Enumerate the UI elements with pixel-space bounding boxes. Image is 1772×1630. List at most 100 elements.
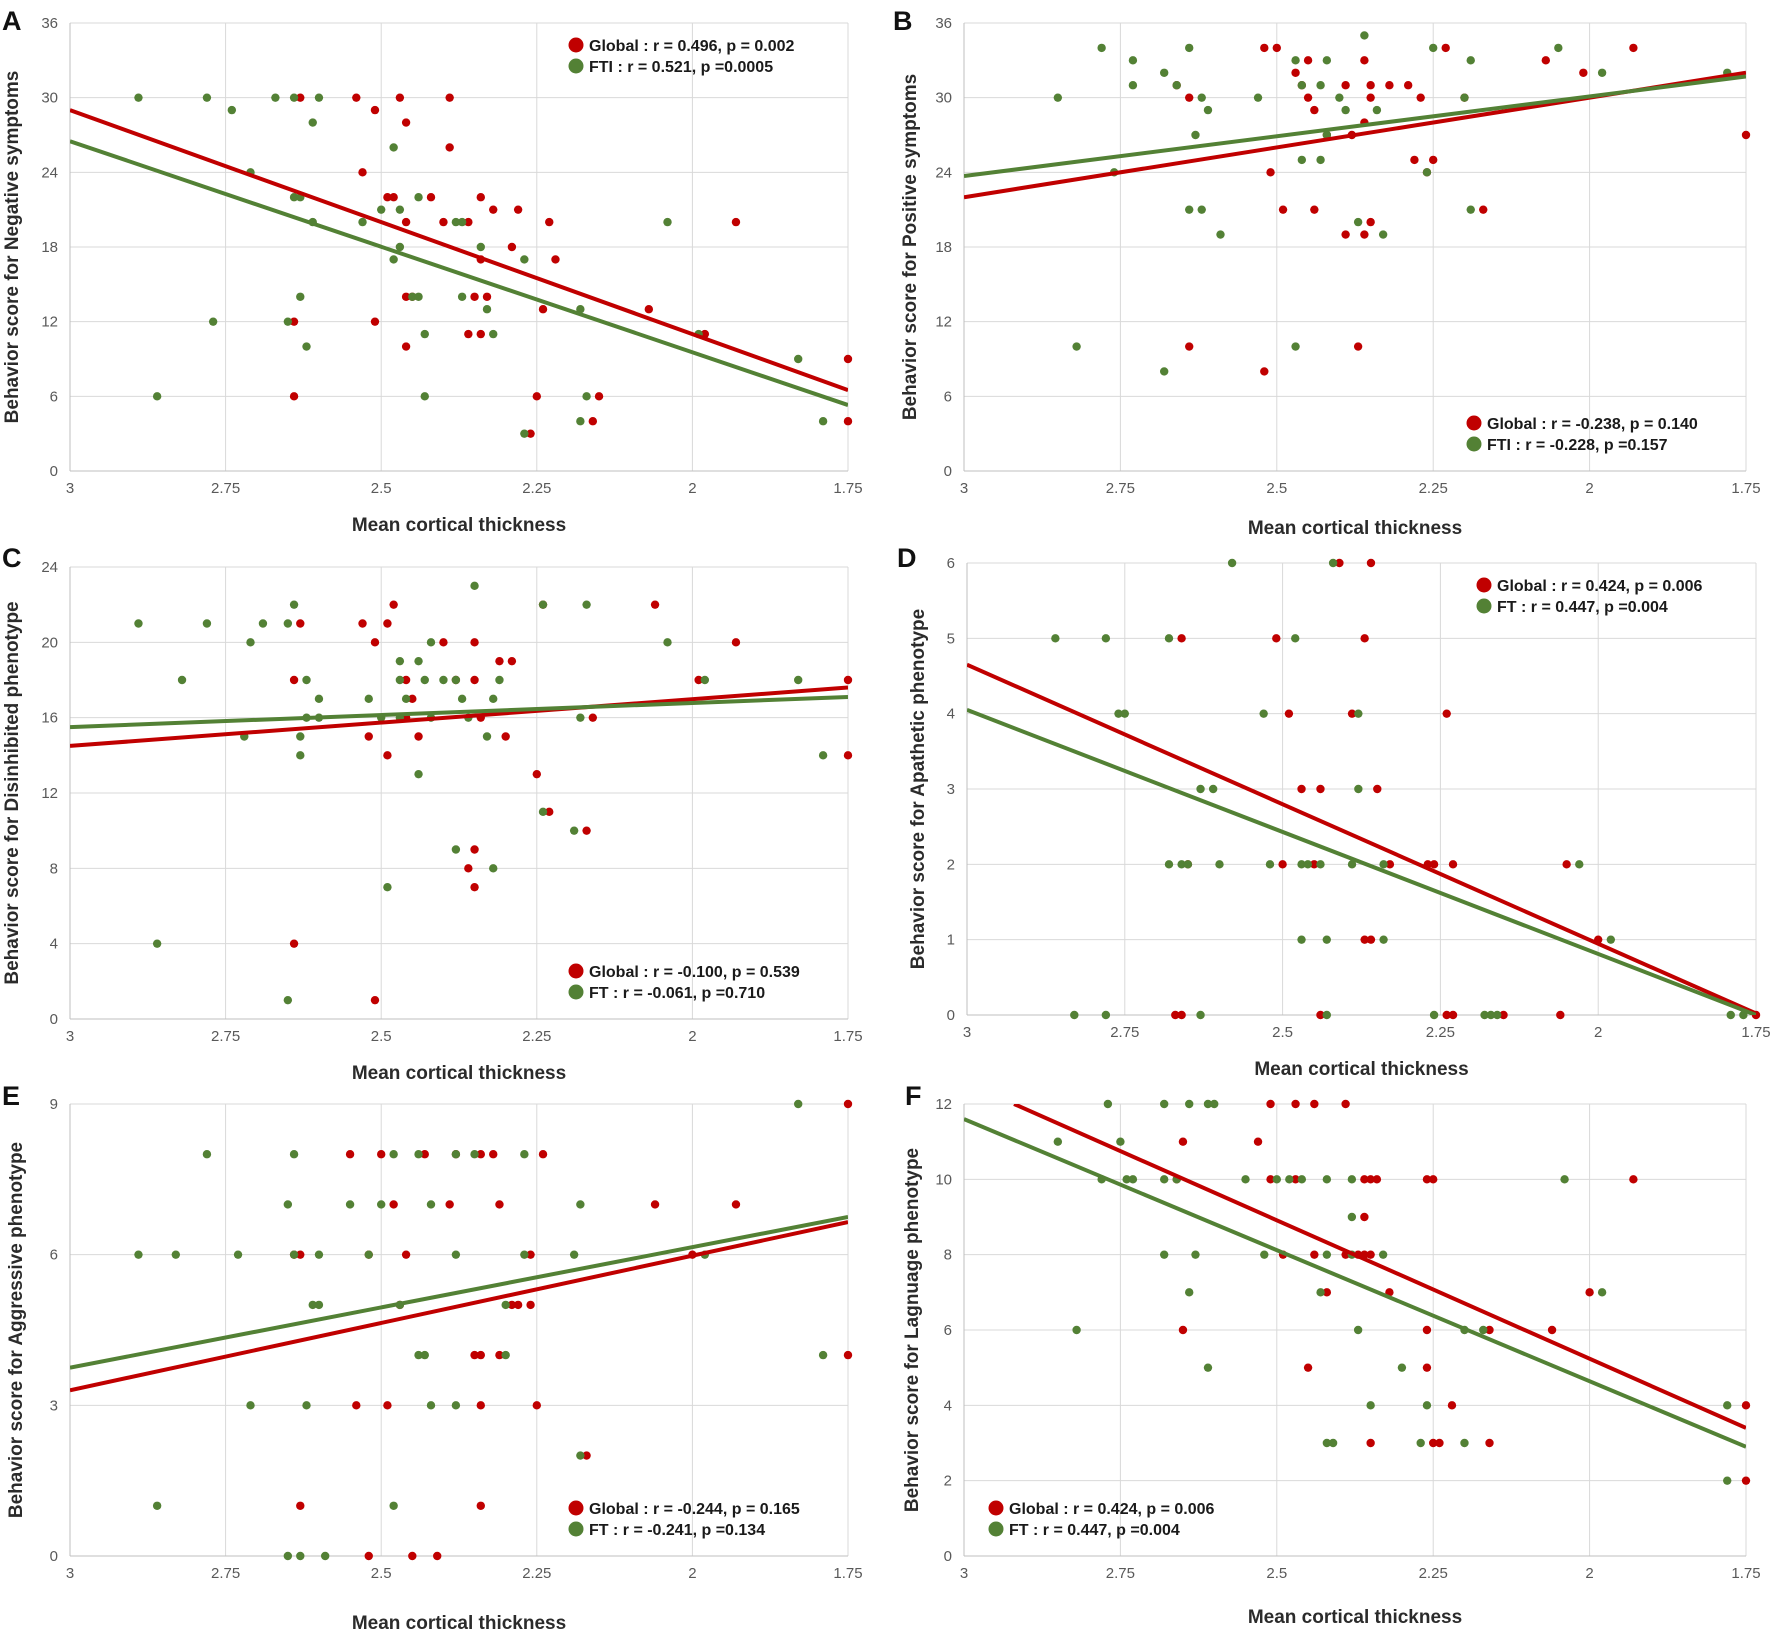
data-point-ft [538,600,548,609]
data-point-ft [520,1150,529,1159]
data-point-fti [1253,93,1263,102]
data-point-ft [1560,1175,1569,1184]
data-point-fti [1322,130,1332,140]
data-point-global [650,600,660,609]
data-point-ft [501,1350,510,1360]
legend-label-ft: FT : r = -0.061, p =0.710 [589,985,765,1002]
data-point-global [470,1350,479,1360]
data-point-global [1422,1325,1432,1335]
data-point-fti [302,342,311,351]
data-point-global [383,751,392,760]
data-point-ft [233,1250,243,1259]
data-point-global [289,939,299,948]
data-point-global [1260,43,1269,53]
data-point-ft [1070,1010,1079,1020]
data-point-ft [1051,634,1060,643]
trendline-ft [70,694,848,730]
data-point-ft [134,619,143,628]
y-tick-label: 30 [935,90,952,107]
data-point-global [1291,68,1300,77]
data-point-global [482,292,492,301]
y-tick-label: 4 [50,936,58,953]
x-tick-label: 2.75 [211,480,240,497]
legend-marker-fti [1466,436,1482,452]
data-point-global [476,1350,485,1360]
legend-label-global: Global : r = 0.496, p = 0.002 [589,38,795,55]
data-point-ft [1726,1010,1735,1020]
data-point-ft [171,1250,181,1259]
data-point-global [1741,1476,1751,1485]
data-point-fti [1291,342,1300,351]
data-point-global [476,1150,485,1159]
panel-f: 3 2.75 2.5 2.25 2 1.75 0 2 4 6 8 10 12 Mean cortical … [902,1081,1761,1628]
data-point-global [538,305,548,314]
data-point-global [1347,709,1357,718]
data-point-global [1416,93,1425,102]
data-point-ft [818,1350,828,1360]
data-point-ft [377,1200,386,1209]
legend: Global : r = 0.424, p = 0.006 FT : r = 0.… [1476,577,1703,616]
data-point-ft [1101,634,1111,643]
data-point-global [644,305,654,314]
data-point-ft [420,675,429,685]
data-point-global [1562,860,1571,869]
data-point-global [1310,105,1319,115]
y-axis-title: Behavior score for Disinhibited phenotyp… [2,601,23,984]
data-point-global [420,1150,429,1159]
data-point-global [439,638,448,647]
data-point-ft [1322,1438,1332,1448]
data-point-global [532,769,541,779]
data-point-global [843,1350,853,1360]
y-tick-label: 12 [935,314,952,331]
data-point-fti [482,305,492,314]
data-point-ft [1159,1099,1169,1109]
data-point-global [433,1551,442,1561]
data-point-global [489,1150,498,1159]
data-point-global [370,317,380,326]
series-global [1172,43,1751,376]
data-point-ft [1260,1250,1269,1259]
panel-b: 3 2.75 2.5 2.25 2 1.75 0 6 12 18 24 30 36 Mean cortic… [893,6,1761,539]
data-point-fti [1097,43,1106,53]
data-point-global [370,995,380,1005]
data-point-global [476,329,485,339]
y-tick-label: 6 [944,1322,952,1339]
legend-label-global: Global : r = 0.424, p = 0.006 [1497,578,1703,595]
data-point-fti [414,292,423,301]
data-point-ft [1303,860,1313,869]
data-point-fti [1322,56,1332,65]
panel-letter: D [897,543,917,573]
data-point-ft [451,1401,461,1410]
data-point-global [1385,81,1394,90]
data-point-ft [314,694,324,704]
data-point-global [526,1250,535,1259]
data-point-global [1341,81,1350,90]
data-point-global [445,143,454,152]
data-point-fti [1466,205,1475,214]
data-point-ft [414,1350,423,1360]
data-point-fti [389,255,398,264]
data-point-fti [152,392,162,401]
data-point-ft [1164,634,1174,643]
panel-letter: C [2,543,22,573]
data-point-global [526,429,535,438]
data-point-global [1741,1401,1751,1410]
data-point-global [594,392,604,401]
data-point-global [538,1150,548,1159]
data-point-global [1429,860,1439,869]
x-tick-label: 3 [66,1028,74,1045]
data-point-global [464,864,473,873]
data-point-ft [1196,1010,1205,1020]
data-point-global [1629,43,1638,53]
data-point-global [1360,230,1369,239]
data-point-global [1442,1010,1451,1020]
data-point-ft [1322,1010,1331,1020]
x-axis-title: Mean cortical thickness [1248,1607,1462,1628]
data-point-global [364,1551,373,1561]
data-point-ft [283,619,293,628]
data-point-ft [1101,1010,1111,1020]
data-point-ft [395,656,405,666]
data-point-ft [1116,1137,1125,1146]
data-point-global [401,342,411,351]
